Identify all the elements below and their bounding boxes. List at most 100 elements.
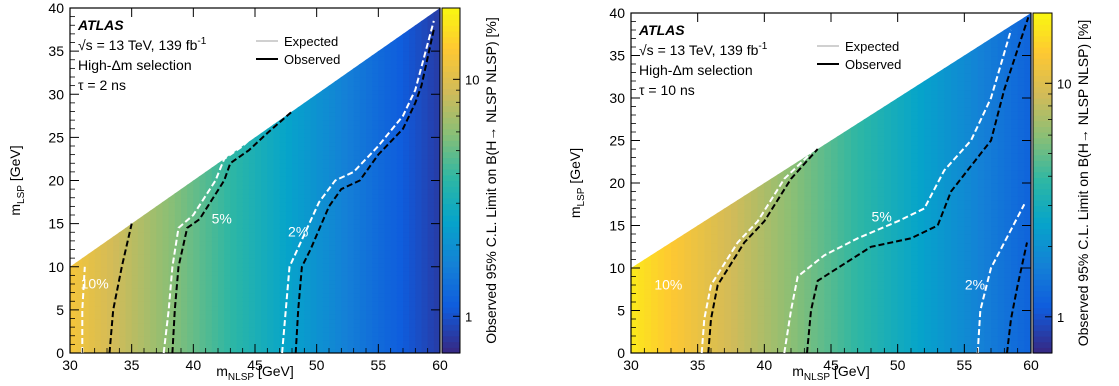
heatmap-cell: [101, 228, 108, 233]
heatmap-cell: [132, 81, 139, 86]
heatmap-cell: [267, 288, 274, 293]
heatmap-cell: [138, 181, 145, 186]
heatmap-cell: [169, 159, 176, 164]
heatmap-cell: [286, 90, 293, 95]
heatmap-cell: [101, 319, 108, 324]
heatmap-cell: [385, 94, 392, 99]
heatmap-cell: [323, 280, 330, 285]
heatmap-cell: [354, 198, 361, 203]
heatmap-cell: [274, 163, 281, 168]
heatmap-cell: [150, 107, 157, 112]
heatmap-cell: [138, 314, 145, 319]
heatmap-cell: [218, 202, 225, 207]
heatmap-cell: [378, 43, 385, 48]
heatmap-cell: [267, 64, 274, 69]
heatmap-cell: [113, 258, 120, 263]
heatmap-cell: [403, 64, 410, 69]
heatmap-cell: [311, 228, 318, 233]
heatmap-cell: [403, 159, 410, 164]
heatmap-cell: [422, 172, 429, 177]
heatmap-cell: [385, 310, 392, 315]
heatmap-cell: [403, 77, 410, 82]
heatmap-cell: [274, 47, 281, 52]
heatmap-cell: [119, 306, 126, 311]
heatmap-cell: [329, 293, 336, 298]
heatmap-cell: [237, 47, 244, 52]
heatmap-cell: [638, 315, 645, 320]
heatmap-cell: [76, 202, 83, 207]
heatmap-cell: [341, 237, 348, 242]
heatmap-cell: [156, 241, 163, 246]
heatmap-cell: [119, 202, 126, 207]
heatmap-cell: [267, 211, 274, 216]
heatmap-cell: [638, 124, 645, 129]
heatmap-cell: [156, 327, 163, 332]
heatmap-cell: [292, 73, 299, 78]
heatmap-cell: [304, 202, 311, 207]
heatmap-cell: [95, 172, 102, 177]
heatmap-cell: [218, 103, 225, 108]
heatmap-cell: [280, 94, 287, 99]
heatmap-cell: [150, 297, 157, 302]
heatmap-cell: [200, 25, 207, 30]
heatmap-cell: [274, 314, 281, 319]
heatmap-cell: [169, 120, 176, 125]
heatmap-cell: [403, 219, 410, 224]
heatmap-cell: [144, 206, 151, 211]
heatmap-cell: [397, 25, 404, 30]
heatmap-cell: [391, 103, 398, 108]
heatmap-cell: [428, 12, 435, 17]
heatmap-cell: [397, 271, 404, 276]
heatmap-cell: [403, 245, 410, 250]
heatmap-cell: [403, 344, 410, 349]
heatmap-cell: [323, 284, 330, 289]
heatmap-cell: [280, 181, 287, 186]
heatmap-cell: [415, 340, 422, 345]
heatmap-cell: [409, 314, 416, 319]
heatmap-cell: [422, 206, 429, 211]
heatmap-cell: [175, 107, 182, 112]
heatmap-cell: [323, 21, 330, 26]
heatmap-cell: [397, 258, 404, 263]
heatmap-cell: [348, 224, 355, 229]
heatmap-cell: [138, 336, 145, 341]
heatmap-cell: [341, 198, 348, 203]
heatmap-cell: [631, 277, 638, 282]
heatmap-cell: [237, 94, 244, 99]
heatmap-cell: [237, 181, 244, 186]
heatmap-cell: [163, 275, 170, 280]
heatmap-cell: [298, 112, 305, 117]
heatmap-cell: [391, 17, 398, 22]
heatmap-cell: [150, 142, 157, 147]
heatmap-cell: [311, 288, 318, 293]
heatmap-cell: [193, 73, 200, 78]
heatmap-cell: [218, 94, 225, 99]
heatmap-cell: [150, 211, 157, 216]
heatmap-cell: [354, 284, 361, 289]
heatmap-cell: [378, 344, 385, 349]
heatmap-cell: [274, 250, 281, 255]
heatmap-cell: [230, 185, 237, 190]
heatmap-cell: [89, 133, 96, 138]
heatmap-cell: [230, 172, 237, 177]
heatmap-cell: [224, 120, 231, 125]
heatmap-cell: [76, 189, 83, 194]
heatmap-cell: [187, 103, 194, 108]
heatmap-cell: [249, 306, 256, 311]
heatmap-cell: [144, 129, 151, 134]
heatmap-cell: [360, 129, 367, 134]
heatmap-cell: [286, 327, 293, 332]
heatmap-cell: [403, 90, 410, 95]
heatmap-cell: [212, 241, 219, 246]
heatmap-cell: [224, 146, 231, 151]
heatmap-cell: [274, 262, 281, 267]
heatmap-cell: [181, 344, 188, 349]
heatmap-cell: [354, 301, 361, 306]
heatmap-cell: [206, 107, 213, 112]
heatmap-cell: [200, 68, 207, 73]
heatmap-cell: [422, 142, 429, 147]
heatmap-cell: [193, 258, 200, 263]
heatmap-cell: [193, 137, 200, 142]
heatmap-cell: [193, 262, 200, 267]
heatmap-cell: [267, 232, 274, 237]
